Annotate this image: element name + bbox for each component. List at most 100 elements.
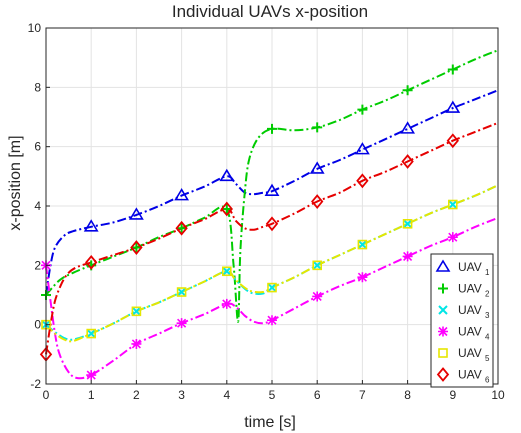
data-point-uav-1 bbox=[174, 188, 190, 201]
data-point-uav-5 bbox=[357, 239, 368, 250]
data-point-uav-5 bbox=[447, 199, 458, 210]
data-point-uav-5 bbox=[176, 287, 187, 297]
data-point-uav-5 bbox=[222, 266, 232, 277]
x-tick-label: 5 bbox=[269, 388, 276, 402]
y-tick-label: 4 bbox=[34, 199, 41, 213]
data-point-uav-6 bbox=[85, 254, 98, 270]
data-point-uav-5 bbox=[312, 260, 323, 271]
data-point-uav-3 bbox=[357, 239, 368, 250]
x-tick-label: 7 bbox=[359, 388, 366, 402]
data-point-uav-2 bbox=[312, 122, 323, 133]
data-point-uav-6 bbox=[175, 220, 188, 236]
data-point-uav-3 bbox=[402, 219, 413, 229]
data-point-uav-5 bbox=[267, 282, 277, 293]
legend-label: UAV bbox=[458, 325, 482, 339]
data-point-uav-1 bbox=[83, 219, 99, 232]
data-point-uav-1 bbox=[400, 121, 416, 134]
y-tick-label: 0 bbox=[34, 318, 41, 332]
legend-label-subscript: 5 bbox=[485, 354, 490, 363]
series-line-uav-4 bbox=[45, 216, 499, 380]
x-tick-label: 4 bbox=[223, 388, 230, 402]
x-tick-label: 2 bbox=[133, 388, 140, 402]
data-point-uav-1 bbox=[309, 161, 325, 174]
data-point-uav-6 bbox=[265, 216, 279, 232]
grid bbox=[45, 27, 499, 385]
series-markers bbox=[39, 64, 461, 381]
legend-label: UAV bbox=[458, 282, 482, 296]
x-tick-label: 9 bbox=[449, 388, 456, 402]
data-point-uav-1 bbox=[219, 168, 235, 182]
data-point-uav-4 bbox=[176, 318, 187, 329]
legend-label: UAV bbox=[458, 260, 482, 274]
data-point-uav-4 bbox=[402, 251, 413, 262]
y-tick-label: 2 bbox=[34, 258, 41, 272]
data-point-uav-5 bbox=[86, 328, 96, 339]
data-point-uav-2 bbox=[221, 203, 232, 214]
legend-marker-uav-3 bbox=[438, 305, 448, 315]
legend-label-subscript: 6 bbox=[485, 376, 490, 385]
data-point-uav-3 bbox=[448, 199, 458, 210]
data-point-uav-6 bbox=[356, 173, 369, 189]
legend-label-subscript: 4 bbox=[485, 333, 490, 342]
data-point-uav-2 bbox=[357, 104, 368, 115]
legend-marker-uav-1 bbox=[435, 259, 451, 272]
y-axis-label: x-position [m] bbox=[7, 135, 24, 230]
data-point-uav-2 bbox=[447, 64, 458, 75]
data-point-uav-6 bbox=[401, 154, 414, 169]
data-point-uav-6 bbox=[446, 133, 459, 149]
data-point-uav-1 bbox=[354, 142, 370, 155]
data-point-uav-5 bbox=[402, 219, 413, 229]
data-point-uav-4 bbox=[221, 298, 232, 309]
legend-marker-uav-4 bbox=[438, 326, 448, 337]
legend-label: UAV bbox=[458, 368, 482, 382]
data-point-uav-3 bbox=[86, 328, 96, 339]
y-tick-label: 10 bbox=[28, 21, 42, 35]
x-tick-label: 3 bbox=[178, 388, 185, 402]
x-tick-label: 8 bbox=[404, 388, 411, 402]
data-point-uav-3 bbox=[176, 287, 187, 297]
data-point-uav-6 bbox=[130, 240, 143, 255]
data-point-uav-2 bbox=[176, 223, 187, 234]
y-tick-label: 6 bbox=[34, 140, 41, 154]
legend-label-subscript: 3 bbox=[485, 311, 490, 320]
data-point-uav-4 bbox=[357, 272, 368, 283]
x-tick-label: 10 bbox=[491, 388, 505, 402]
legend-label: UAV bbox=[458, 346, 482, 360]
legend-marker-uav-6 bbox=[436, 367, 450, 382]
data-point-uav-6 bbox=[220, 201, 233, 217]
legend-label-subscript: 2 bbox=[485, 290, 490, 299]
y-tick-label: 8 bbox=[34, 80, 41, 94]
data-point-uav-4 bbox=[86, 370, 97, 381]
x-tick-label: 0 bbox=[43, 388, 50, 402]
data-point-uav-2 bbox=[267, 123, 277, 134]
data-point-uav-4 bbox=[267, 315, 277, 326]
data-point-uav-3 bbox=[222, 266, 232, 276]
chart-title: Individual UAVs x-position bbox=[172, 2, 368, 21]
data-point-uav-2 bbox=[131, 242, 142, 253]
data-point-uav-1 bbox=[445, 100, 461, 113]
data-point-uav-3 bbox=[312, 260, 322, 271]
y-tick-label: -2 bbox=[30, 377, 41, 391]
data-point-uav-2 bbox=[402, 85, 413, 96]
data-point-uav-3 bbox=[131, 306, 142, 317]
data-point-uav-4 bbox=[312, 291, 323, 302]
data-point-uav-1 bbox=[264, 183, 280, 196]
legend-label-subscript: 1 bbox=[485, 268, 490, 277]
legend-box bbox=[430, 253, 494, 388]
x-axis-label: time [s] bbox=[244, 414, 296, 431]
data-point-uav-4 bbox=[131, 338, 142, 349]
series-line-uav-6 bbox=[45, 121, 499, 355]
legend-marker-uav-2 bbox=[438, 283, 448, 294]
x-tick-label: 6 bbox=[314, 388, 321, 402]
legend-label: UAV bbox=[458, 303, 482, 317]
data-point-uav-5 bbox=[131, 306, 142, 317]
legend-marker-uav-5 bbox=[438, 348, 448, 358]
data-point-uav-6 bbox=[311, 194, 324, 209]
x-tick-label: 1 bbox=[88, 388, 95, 402]
data-point-uav-3 bbox=[267, 282, 277, 293]
data-point-uav-1 bbox=[128, 207, 144, 220]
data-point-uav-4 bbox=[447, 232, 458, 243]
